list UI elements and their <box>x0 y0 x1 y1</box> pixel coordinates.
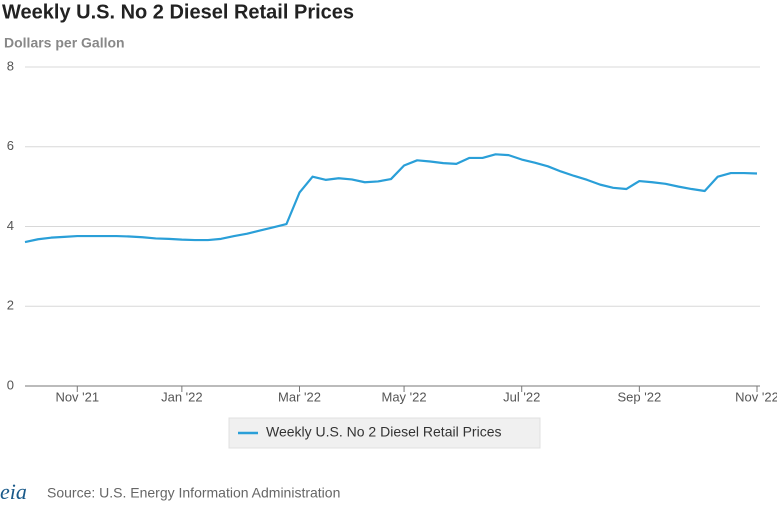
x-tick-label: May '22 <box>382 389 427 404</box>
chart-subtitle: Dollars per Gallon <box>4 35 125 51</box>
x-tick-label: Jul '22 <box>503 389 540 404</box>
x-tick-label: Sep '22 <box>618 389 662 404</box>
x-tick-label: Nov '22 <box>735 389 777 404</box>
x-tick-label: Jan '22 <box>161 389 203 404</box>
source-note: Source: U.S. Energy Information Administ… <box>47 485 340 501</box>
x-tick-label: Nov '21 <box>55 389 99 404</box>
y-tick-label: 4 <box>7 218 14 233</box>
data-line <box>24 153 758 244</box>
legend-label: Weekly U.S. No 2 Diesel Retail Prices <box>266 424 501 440</box>
x-tick-label: Mar '22 <box>278 389 321 404</box>
y-tick-label: 6 <box>7 138 14 153</box>
y-tick-label: 2 <box>7 298 14 313</box>
logo: eia <box>0 479 27 504</box>
y-tick-label: 8 <box>7 58 14 73</box>
legend-box <box>228 417 541 449</box>
y-tick-label: 0 <box>7 377 14 392</box>
chart-title: Weekly U.S. No 2 Diesel Retail Prices <box>2 1 354 23</box>
